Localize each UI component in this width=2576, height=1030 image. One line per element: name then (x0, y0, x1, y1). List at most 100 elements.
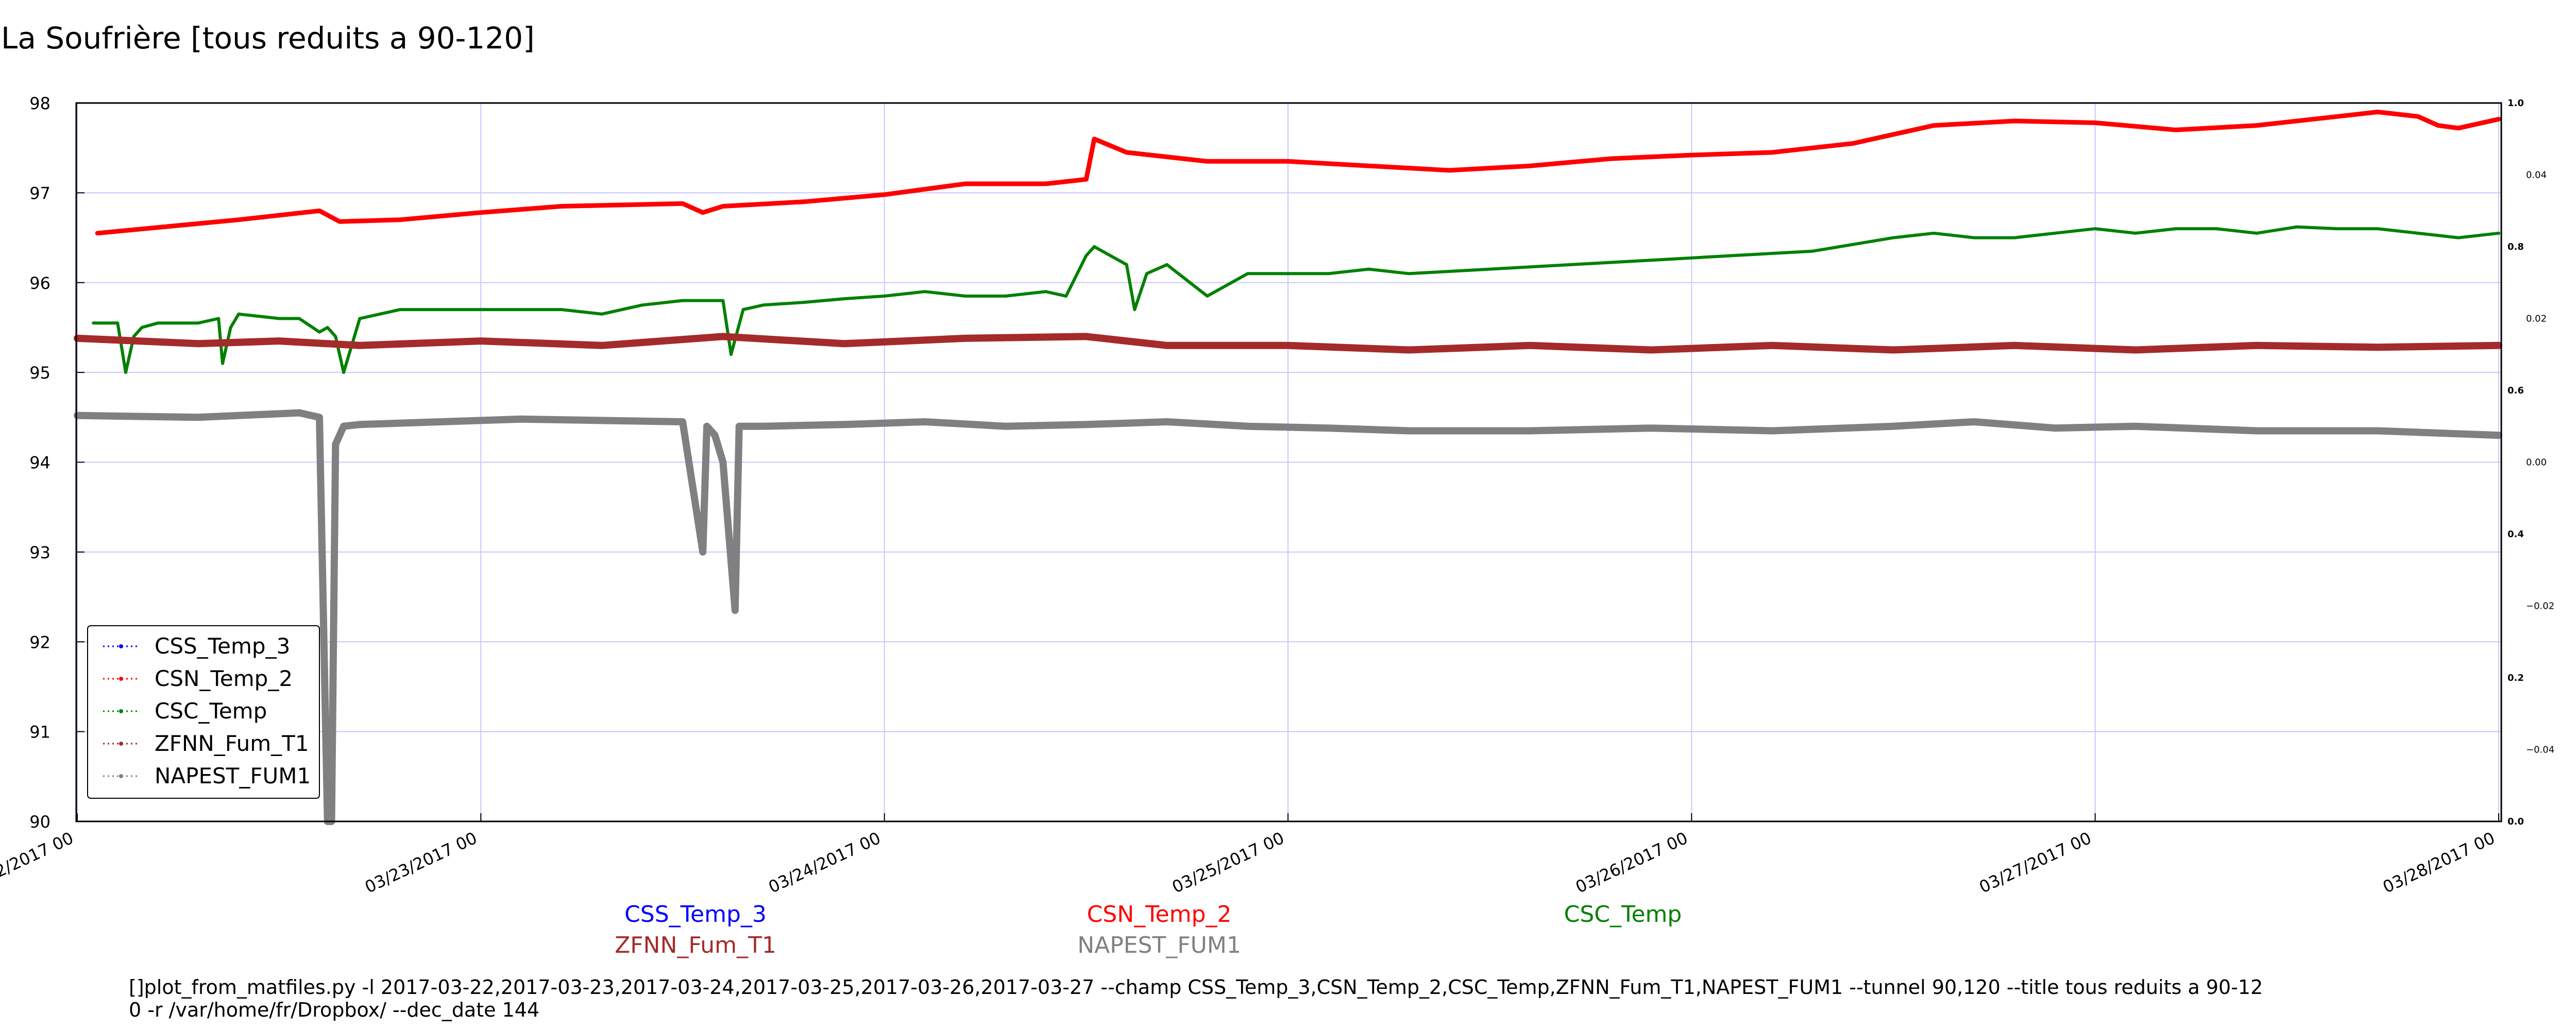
data-point (2456, 126, 2460, 130)
data-point (1771, 429, 1774, 433)
data-point (2335, 227, 2339, 231)
data-point (326, 325, 329, 329)
right-axis-secondary-tick-label: 0.00 (2526, 457, 2547, 468)
data-point (1246, 424, 1249, 428)
data-point (761, 424, 765, 428)
data-point (92, 321, 95, 325)
data-point (1609, 157, 1613, 161)
data-point (1932, 231, 1936, 235)
right-axis-secondary-tick-label: −0.04 (2526, 745, 2554, 756)
data-point (1932, 124, 1936, 127)
data-point (1972, 420, 1976, 424)
data-point (1084, 178, 1088, 181)
data-point (342, 371, 345, 374)
data-point (1529, 164, 1532, 168)
data-point (2255, 429, 2258, 433)
bottom-label-csc-temp: CSC_Temp (1564, 901, 1682, 928)
data-point (2335, 115, 2339, 118)
data-point (705, 424, 708, 428)
data-point (2013, 236, 2016, 239)
data-point (439, 420, 442, 424)
data-point (1286, 272, 1290, 276)
data-point (2376, 429, 2379, 433)
command-line-footer: []plot_from_matfiles.py -l 2017-03-22,20… (129, 976, 2263, 1021)
data-point (761, 303, 765, 307)
y-tick-label: 94 (29, 453, 50, 473)
data-point (124, 371, 127, 374)
legend-marker (119, 677, 123, 681)
data-point (2376, 227, 2379, 231)
y-tick-label: 90 (29, 812, 50, 832)
data-point (1206, 160, 1209, 163)
data-point (1093, 245, 1096, 248)
data-point (1286, 344, 1290, 347)
data-point (156, 321, 160, 325)
data-point (2255, 231, 2258, 235)
data-point (842, 423, 846, 426)
data-point (1327, 272, 1330, 276)
data-point (730, 353, 733, 356)
data-point (1044, 290, 1047, 294)
right-axis-tick-label: 0.0 (2507, 816, 2524, 827)
data-point (1569, 263, 1572, 266)
data-point (1165, 263, 1168, 266)
data-point (1972, 236, 1976, 239)
data-point (1690, 153, 1693, 157)
data-point (1125, 263, 1128, 266)
x-tick-label: 03/26/2017 00 (1572, 828, 1690, 897)
data-point (721, 460, 725, 464)
chart-title: La Soufrière [tous reduits a 90-120] (1, 21, 535, 56)
data-point (197, 416, 200, 419)
data-point (439, 308, 442, 312)
data-point (842, 297, 846, 301)
data-point (2053, 426, 2057, 430)
x-tick-label: 03/23/2017 00 (362, 828, 480, 897)
series-line-zfnn-fum-t1 (74, 333, 2502, 354)
data-point (1650, 348, 1653, 352)
data-point (1892, 348, 1895, 352)
data-point (1206, 294, 1209, 298)
data-point (1771, 150, 1774, 154)
data-point (479, 339, 483, 343)
data-point (1084, 335, 1088, 338)
data-point (277, 317, 281, 320)
data-point (334, 442, 337, 446)
legend-marker (119, 742, 123, 746)
x-tick-label: 03/28/2017 00 (2380, 828, 2498, 897)
data-point (378, 312, 382, 316)
data-point (418, 308, 422, 312)
legend-label: CSS_Temp_3 (155, 633, 290, 659)
series-line-csn-temp-2 (95, 109, 2501, 236)
series-line-napest-fum1 (74, 409, 2502, 825)
data-point (479, 308, 483, 312)
data-point (221, 362, 224, 365)
data-point (963, 294, 967, 298)
data-point (1650, 426, 1653, 430)
y-tick-label: 96 (29, 273, 50, 293)
bottom-label-zfnn-fum-t1: ZFNN_Fum_T1 (615, 932, 776, 958)
data-point (2013, 344, 2016, 347)
data-point (297, 317, 301, 320)
data-point (277, 339, 281, 343)
x-tick-label: 03/22/2017 00 (0, 828, 76, 897)
data-point (342, 424, 345, 428)
data-point (1448, 168, 1451, 172)
data-point (237, 218, 241, 221)
legend-marker (119, 644, 123, 648)
bottom-label-napest-fum1: NAPEST_FUM1 (1077, 932, 1241, 958)
data-point (1165, 344, 1168, 347)
data-point (1084, 423, 1088, 426)
data-point (802, 200, 805, 203)
bottom-label-csn-temp-2: CSN_Temp_2 (1087, 901, 1232, 928)
right-axis-secondary-tick-label: 0.04 (2526, 170, 2547, 181)
data-point (1488, 267, 1492, 271)
data-point (1408, 348, 1411, 352)
data-point (1529, 344, 1532, 347)
legend-label: CSC_Temp (155, 698, 267, 724)
data-point (358, 317, 362, 320)
bottom-label-css-temp-3: CSS_Temp_3 (624, 901, 767, 928)
data-point (963, 336, 967, 340)
data-point (2295, 225, 2299, 229)
data-point (318, 416, 321, 419)
command-line-2: 0 -r /var/home/fr/Dropbox/ --dec_date 14… (129, 999, 540, 1021)
